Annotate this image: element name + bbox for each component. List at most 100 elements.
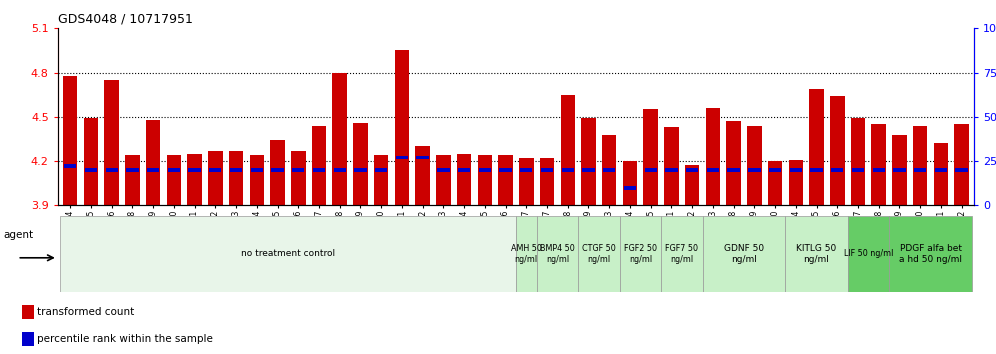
Bar xyxy=(375,168,387,172)
Bar xyxy=(540,158,555,205)
Bar xyxy=(457,154,471,205)
Bar xyxy=(707,168,719,172)
Bar xyxy=(727,168,740,172)
Bar xyxy=(458,168,470,172)
Bar xyxy=(334,168,346,172)
Bar xyxy=(126,168,138,172)
Text: BMP4 50
ng/ml: BMP4 50 ng/ml xyxy=(540,244,575,264)
FancyBboxPatch shape xyxy=(620,216,661,292)
Bar xyxy=(519,158,534,205)
Text: FGF2 50
ng/ml: FGF2 50 ng/ml xyxy=(623,244,656,264)
Bar xyxy=(333,73,347,205)
Bar xyxy=(769,168,781,172)
Bar xyxy=(208,151,222,205)
Bar xyxy=(665,168,677,172)
Bar xyxy=(851,118,866,205)
Text: GDNF 50
ng/ml: GDNF 50 ng/ml xyxy=(724,244,764,264)
Bar xyxy=(209,168,221,172)
Bar xyxy=(914,168,926,172)
Text: AMH 50
ng/ml: AMH 50 ng/ml xyxy=(511,244,542,264)
Text: percentile rank within the sample: percentile rank within the sample xyxy=(38,334,213,344)
Bar xyxy=(312,126,327,205)
Bar xyxy=(954,124,969,205)
Bar xyxy=(583,168,595,172)
Bar xyxy=(166,155,181,205)
Bar xyxy=(685,166,699,205)
Bar xyxy=(291,151,306,205)
Bar xyxy=(355,168,367,172)
Bar xyxy=(187,154,202,205)
Bar xyxy=(623,186,636,190)
Bar xyxy=(250,155,264,205)
Bar xyxy=(811,168,823,172)
Bar xyxy=(913,126,927,205)
Bar xyxy=(85,168,97,172)
Bar xyxy=(354,123,368,205)
Bar xyxy=(768,161,782,205)
Bar xyxy=(437,168,449,172)
Text: FGF7 50
ng/ml: FGF7 50 ng/ml xyxy=(665,244,698,264)
Bar xyxy=(230,168,242,172)
Bar xyxy=(686,168,698,172)
Bar xyxy=(831,168,844,172)
Bar xyxy=(893,168,905,172)
Bar xyxy=(892,135,906,205)
Bar xyxy=(271,168,284,172)
Bar xyxy=(541,168,553,172)
Bar xyxy=(106,168,118,172)
Bar xyxy=(147,168,159,172)
Bar xyxy=(810,89,824,205)
Bar xyxy=(84,118,99,205)
FancyBboxPatch shape xyxy=(702,216,786,292)
Bar xyxy=(229,151,243,205)
FancyBboxPatch shape xyxy=(889,216,972,292)
Bar xyxy=(664,127,678,205)
Bar xyxy=(582,118,596,205)
Bar xyxy=(643,109,658,205)
FancyBboxPatch shape xyxy=(537,216,578,292)
FancyBboxPatch shape xyxy=(848,216,889,292)
Text: CTGF 50
ng/ml: CTGF 50 ng/ml xyxy=(582,244,616,264)
Bar xyxy=(394,50,409,205)
Bar xyxy=(748,168,761,172)
Bar xyxy=(935,168,947,172)
FancyBboxPatch shape xyxy=(516,216,537,292)
Bar xyxy=(251,168,263,172)
FancyBboxPatch shape xyxy=(661,216,702,292)
Text: agent: agent xyxy=(3,230,33,240)
Bar xyxy=(603,168,616,172)
Bar xyxy=(499,168,512,172)
Bar xyxy=(313,168,325,172)
Bar xyxy=(479,168,491,172)
Bar xyxy=(933,143,948,205)
Bar xyxy=(125,155,139,205)
Bar xyxy=(22,305,34,319)
Bar xyxy=(561,95,575,205)
Text: transformed count: transformed count xyxy=(38,307,134,317)
Bar xyxy=(955,168,968,172)
FancyBboxPatch shape xyxy=(578,216,620,292)
Bar xyxy=(872,124,886,205)
Text: LIF 50 ng/ml: LIF 50 ng/ml xyxy=(844,250,893,258)
Bar xyxy=(292,168,305,172)
Bar xyxy=(705,108,720,205)
Bar xyxy=(416,156,429,160)
Bar xyxy=(562,168,574,172)
Text: PDGF alfa bet
a hd 50 ng/ml: PDGF alfa bet a hd 50 ng/ml xyxy=(899,244,962,264)
FancyBboxPatch shape xyxy=(60,216,516,292)
Bar xyxy=(830,96,845,205)
Bar xyxy=(747,126,762,205)
Bar xyxy=(105,80,119,205)
Bar xyxy=(145,120,160,205)
Bar xyxy=(852,168,865,172)
Bar xyxy=(270,141,285,205)
Bar xyxy=(395,156,408,160)
Bar xyxy=(63,75,78,205)
Bar xyxy=(602,135,617,205)
Bar xyxy=(498,155,513,205)
Bar xyxy=(64,165,77,169)
Bar xyxy=(188,168,201,172)
Bar xyxy=(790,168,802,172)
Text: no treatment control: no treatment control xyxy=(241,250,335,258)
Bar xyxy=(520,168,533,172)
